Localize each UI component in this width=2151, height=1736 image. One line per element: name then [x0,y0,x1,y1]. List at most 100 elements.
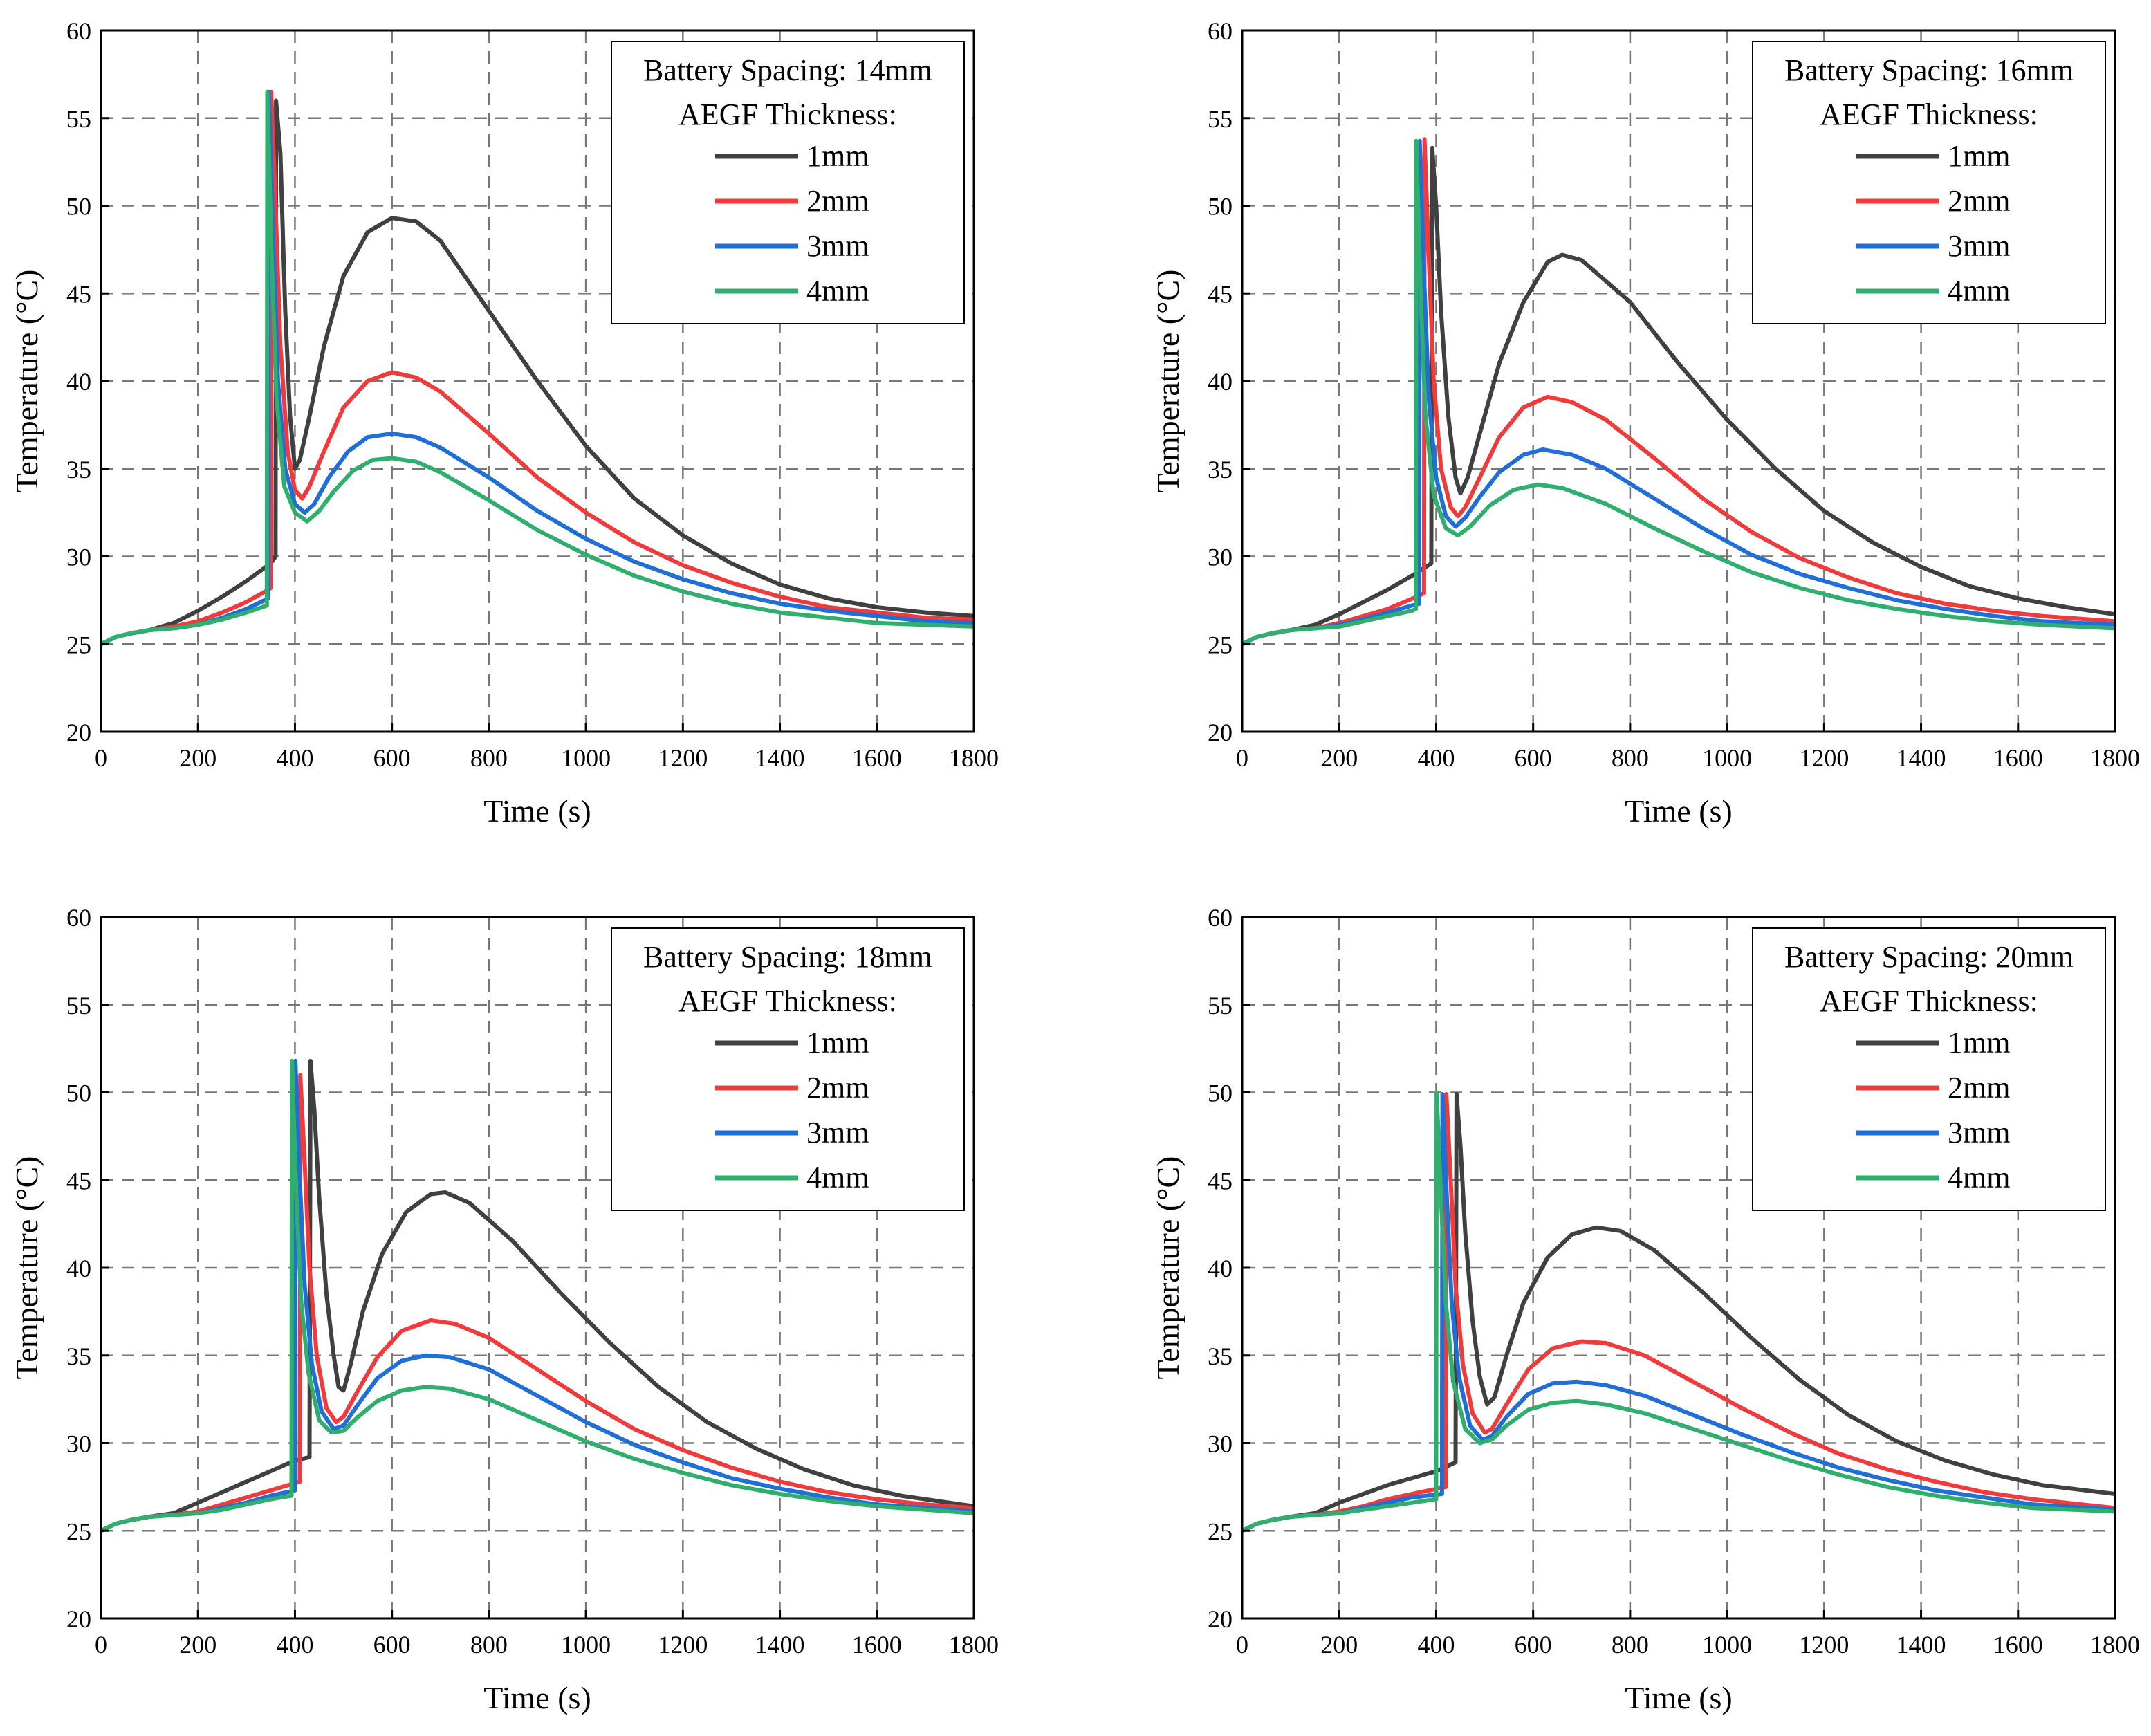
series-line-1mm [1242,1092,2115,1533]
x-tick-label: 1400 [1896,1631,1946,1659]
legend: Battery Spacing: 14mm AEGF Thickness: 1mm 2… [611,41,965,324]
y-tick-label: 40 [1208,368,1233,396]
legend-subtitle: AEGF Thickness: [678,984,897,1018]
series-line-4mm [101,89,974,647]
legend-entry-2mm: 2mm [1948,184,2010,218]
x-tick-label: 0 [1236,744,1248,772]
x-tick-label: 200 [179,744,216,772]
legend-entry-1mm: 1mm [1948,139,2010,173]
legend-title: Battery Spacing: 20mm [1784,940,2074,974]
x-tick-label: 600 [1515,1631,1552,1659]
legend-entry-4mm: 4mm [806,274,869,308]
x-tick-label: 1200 [1799,1631,1849,1659]
y-tick-label: 30 [1208,1430,1233,1458]
y-tick-label: 60 [66,17,91,45]
series-line-2mm [101,89,974,647]
y-tick-label: 30 [1208,544,1233,571]
series-line-4mm [101,1058,974,1533]
legend-entry-3mm: 3mm [1948,229,2010,263]
legend-entry-2mm: 2mm [806,1071,869,1105]
y-tick-label: 20 [1208,1605,1233,1633]
y-tick-label: 45 [1208,1167,1233,1194]
legend-entry-1mm: 1mm [806,1026,869,1060]
series-line-1mm [101,1058,974,1533]
x-tick-label: 1000 [1702,1631,1752,1659]
y-tick-label: 35 [1208,1342,1233,1370]
y-tick-label: 40 [1208,1255,1233,1282]
legend-title: Battery Spacing: 18mm [643,940,932,974]
series-line-4mm [1242,1090,2115,1533]
x-axis-label: Time (s) [483,1680,591,1715]
x-tick-label: 1000 [1702,744,1752,772]
x-tick-label: 1400 [755,744,805,772]
x-tick-label: 0 [1236,1631,1248,1659]
legend: Battery Spacing: 16mm AEGF Thickness: 1mm 2… [1752,41,2106,324]
legend-entry-4mm: 4mm [806,1161,869,1194]
y-tick-label: 35 [1208,456,1233,483]
x-tick-label: 1200 [1799,744,1849,772]
x-tick-label: 600 [373,1631,411,1659]
x-tick-label: 800 [1612,1631,1649,1659]
y-tick-label: 60 [1208,17,1233,45]
legend-box [611,927,965,1211]
legend-subtitle: AEGF Thickness: [1820,984,2038,1018]
legend-entry-2mm: 2mm [806,184,869,218]
y-tick-label: 50 [1208,1080,1233,1107]
y-axis-label: Temperature (°C) [1150,1156,1185,1380]
y-tick-label: 40 [66,368,91,396]
x-tick-label: 1800 [2090,1631,2140,1659]
legend-entry-4mm: 4mm [1948,1161,2010,1194]
legend-entry-3mm: 3mm [806,229,869,263]
y-tick-label: 20 [1208,719,1233,746]
legend-entry-3mm: 3mm [806,1116,869,1149]
legend-entry-4mm: 4mm [1948,274,2010,308]
y-tick-label: 40 [66,1255,91,1282]
series-line-1mm [101,98,974,647]
x-tick-label: 400 [1417,1631,1455,1659]
legend: Battery Spacing: 18mm AEGF Thickness: 1mm 2… [611,927,965,1211]
chart-panel-3: 0 200 400 600 800 1000 1200 1400 1600 1800 20 25 30 3… [9,904,999,1715]
x-tick-label: 800 [470,744,508,772]
y-tick-label: 30 [66,1430,91,1458]
y-tick-label: 35 [66,1342,91,1370]
x-tick-label: 1200 [658,1631,708,1659]
x-tick-label: 1600 [1993,744,2043,772]
x-tick-label: 400 [276,1631,313,1659]
y-tick-label: 45 [66,1167,91,1194]
legend-entry-1mm: 1mm [1948,1026,2010,1060]
y-tick-label: 60 [1208,904,1233,932]
legend: Battery Spacing: 20mm AEGF Thickness: 1mm 2… [1752,927,2106,1211]
x-tick-label: 400 [1417,744,1455,772]
y-axis-label: Temperature (°C) [9,1156,44,1380]
legend-subtitle: AEGF Thickness: [1820,98,2038,131]
y-tick-label: 50 [66,193,91,221]
y-tick-label: 25 [1208,1517,1233,1545]
y-tick-label: 30 [66,544,91,571]
y-tick-label: 55 [1208,105,1233,133]
x-tick-label: 200 [1320,744,1358,772]
series-line-4mm [1242,138,2115,647]
series-line-2mm [1242,137,2115,647]
x-tick-label: 800 [1612,744,1649,772]
y-tick-label: 25 [66,631,91,658]
x-tick-label: 200 [1320,1631,1358,1659]
x-tick-label: 0 [95,744,107,772]
y-tick-label: 35 [66,456,91,483]
x-tick-label: 1200 [658,744,708,772]
chart-panel-1: 0 200 400 600 800 1000 1200 1400 1600 1800 20 25 30 3… [9,17,999,829]
y-tick-label: 45 [1208,280,1233,308]
series-line-2mm [101,1073,974,1533]
x-tick-label: 800 [470,1631,508,1659]
legend-box [611,41,965,324]
x-tick-label: 400 [276,744,313,772]
y-tick-label: 25 [66,1517,91,1545]
y-tick-label: 55 [66,992,91,1019]
x-tick-label: 200 [179,1631,216,1659]
legend-title: Battery Spacing: 14mm [643,53,932,87]
x-tick-label: 1600 [852,1631,902,1659]
y-tick-label: 25 [1208,631,1233,658]
legend-entry-3mm: 3mm [1948,1116,2010,1149]
legend-entry-2mm: 2mm [1948,1071,2010,1105]
y-axis-label: Temperature (°C) [1150,270,1185,493]
